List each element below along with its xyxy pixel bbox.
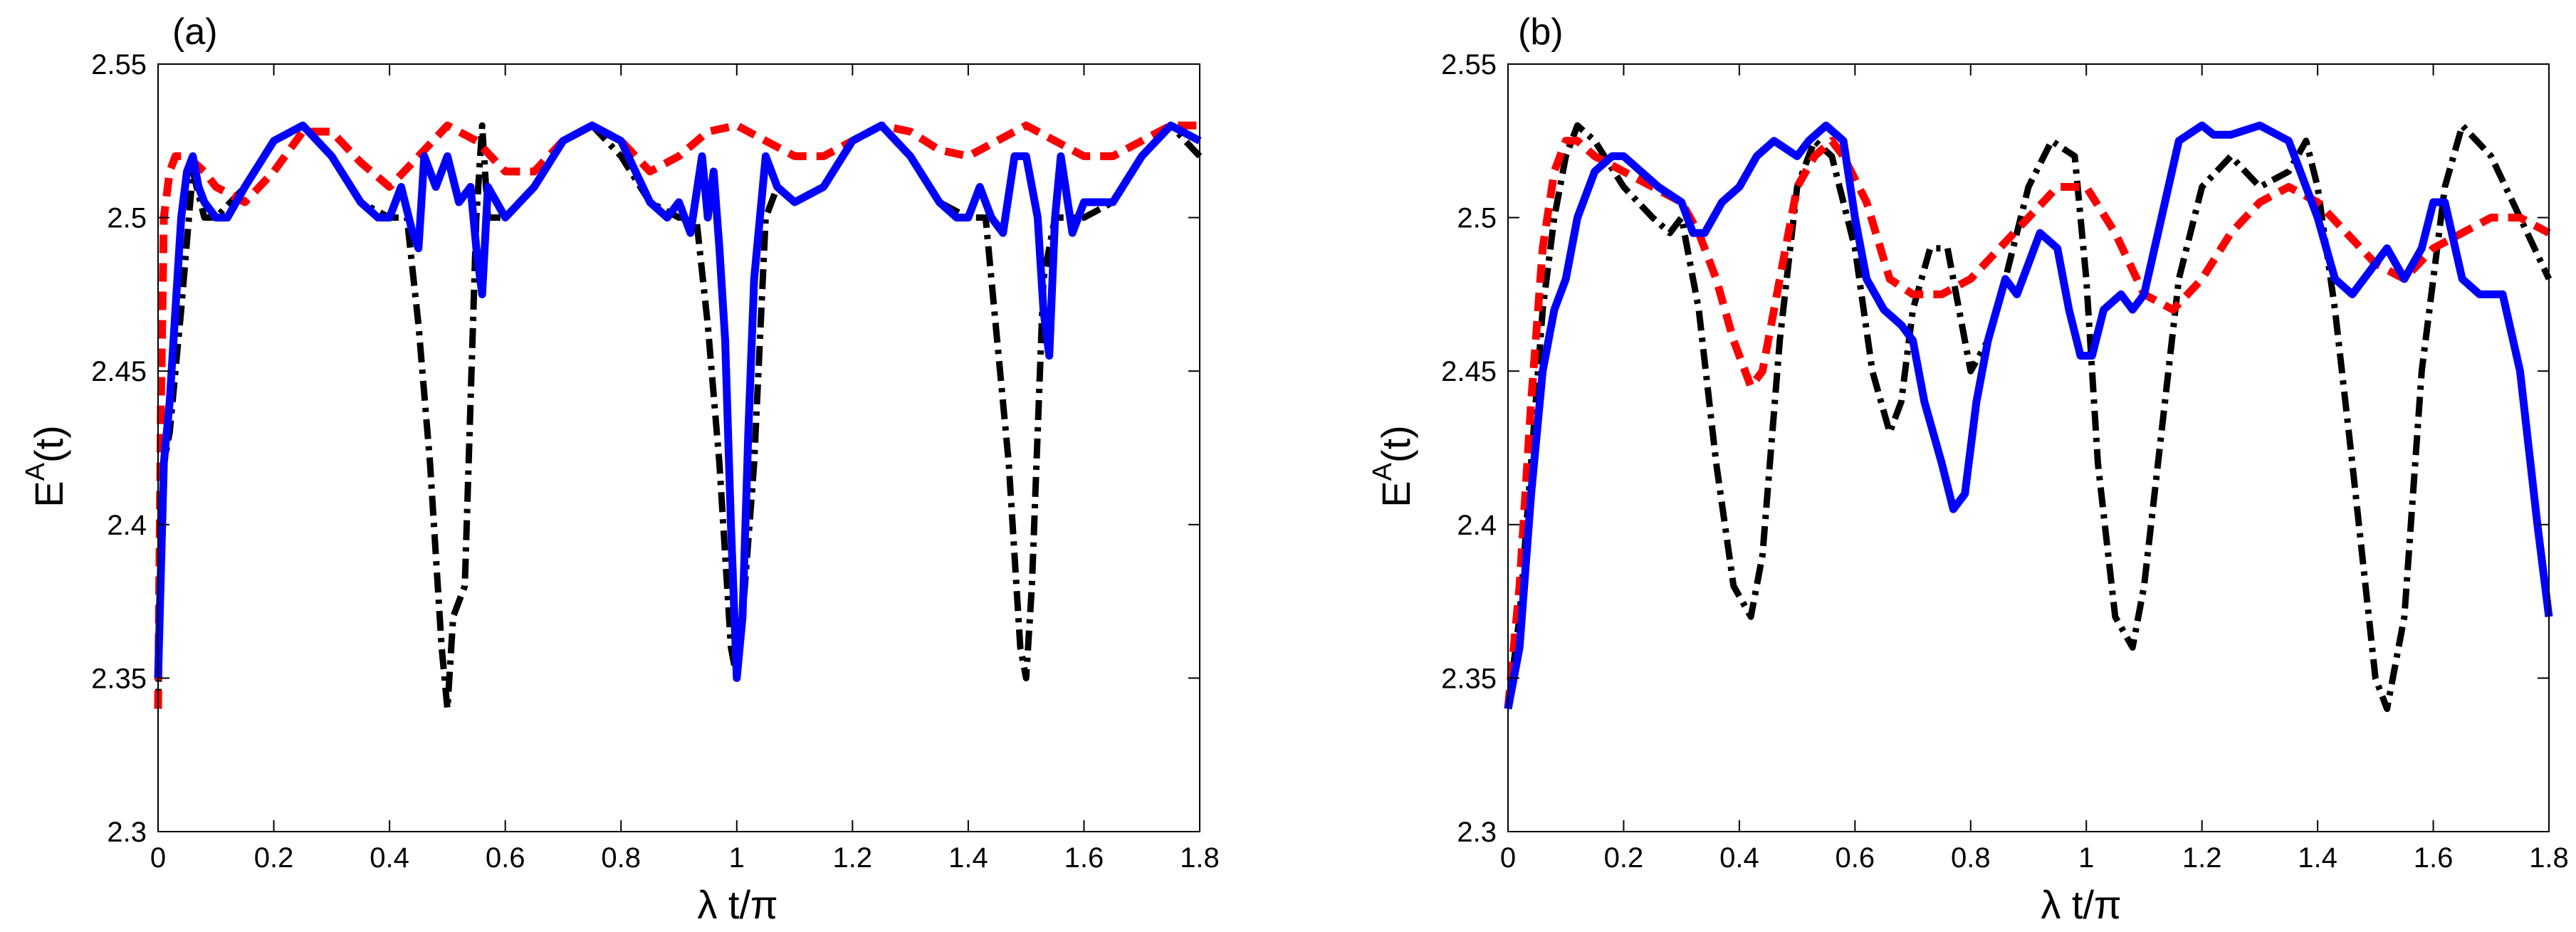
panel-a-xlabel: λ t/π (697, 882, 777, 927)
panel-b: (b) λ t/π EA(t) 0 0.2 0.4 0.6 0.8 1 1.2 1.4 1.6 1… (1368, 11, 2569, 927)
panel-b-xtick-label: 1.8 (2529, 842, 2569, 874)
panel-a-ylabel: EA(t) (21, 425, 71, 508)
panel-b-ylabel-main: E (1373, 481, 1418, 507)
panel-b-ytick-label: 2.5 (1457, 203, 1497, 234)
panel-b-xtick-label: 1.4 (2298, 842, 2337, 874)
panel-a-xtick-label: 1 (729, 842, 745, 874)
svg-text:EA(t): EA(t) (1368, 425, 1418, 508)
panel-b-xtick-label: 1 (2078, 842, 2094, 874)
panel-a-label: (a) (172, 11, 218, 53)
panel-a-xtick-label: 1.8 (1180, 842, 1220, 874)
panel-a-ytick-label: 2.55 (91, 49, 147, 80)
svg-text:EA(t): EA(t) (21, 425, 71, 508)
panel-b-ylabel-arg: (t) (1373, 425, 1418, 463)
panel-b-xlabel: λ t/π (2041, 882, 2121, 927)
panel-a-ylabel-arg: (t) (26, 425, 71, 463)
panel-a-plot-area: 0 0.2 0.4 0.6 0.8 1 1.2 1.4 1.6 1.8 2.3 2.35 2.4 2.45… (91, 49, 1220, 874)
panel-a-ylabel-main: E (26, 481, 71, 507)
panel-a-series-solid (154, 121, 1202, 682)
panel-b-ylabel: EA(t) (1368, 425, 1418, 508)
panel-a-ytick-label: 2.5 (107, 203, 147, 234)
panel-a-ytick-label: 2.4 (107, 510, 147, 541)
panel-a-xtick-label: 0.4 (370, 842, 409, 874)
panel-a: (a) λ t/π EA(t) 0 0.2 0.4 0.6 0.8 1 1.2 1.4 1.6 1… (21, 11, 1220, 927)
panel-b-axes-frame (1507, 63, 2550, 832)
panel-a-xtick-label: 0 (150, 842, 166, 874)
panel-a-axes-frame (157, 63, 1200, 832)
panel-b-ytick-label: 2.55 (1441, 49, 1497, 80)
panel-b-ytick-label: 2.45 (1441, 356, 1497, 387)
panel-b-xtick-label: 0.2 (1604, 842, 1644, 874)
panel-b-series-dash-dot (1504, 122, 2553, 712)
panel-b-xtick-label: 0.4 (1719, 842, 1759, 874)
panel-b-xtick-label: 0.8 (1951, 842, 1991, 874)
panel-a-ytick-label: 2.35 (91, 663, 147, 694)
panel-a-ylabel-sup: A (21, 462, 51, 481)
panel-b-label: (b) (1518, 11, 1564, 53)
panel-b-ytick-label: 2.4 (1457, 510, 1497, 541)
panel-a-xtick-label: 1.6 (1064, 842, 1104, 874)
panel-b-ytick-label: 2.35 (1441, 663, 1497, 694)
panel-a-ytick-label: 2.45 (91, 356, 147, 387)
panel-b-xtick-label: 1.6 (2414, 842, 2454, 874)
panel-b-plot-area: 0 0.2 0.4 0.6 0.8 1 1.2 1.4 1.6 1.8 2.3 2.35 2.4 2.45… (1441, 49, 2569, 874)
panel-b-series-dashed (1504, 137, 2551, 710)
panel-a-xtick-label: 0.2 (254, 842, 294, 874)
panel-a-xtick-label: 1.4 (948, 842, 988, 874)
panel-b-xtick-label: 0.6 (1836, 842, 1875, 874)
panel-b-ytick-label: 2.3 (1457, 817, 1497, 848)
panel-b-ylabel-sup: A (1368, 462, 1398, 481)
panel-b-xtick-label: 0 (1500, 842, 1516, 874)
panel-b-xtick-label: 1.2 (2182, 842, 2222, 874)
panel-a-ytick-label: 2.3 (107, 817, 147, 848)
panel-a-xtick-label: 1.2 (833, 842, 873, 874)
panel-b-series-solid (1504, 121, 2553, 710)
panel-a-xtick-label: 0.6 (486, 842, 525, 874)
panel-a-xtick-label: 0.8 (601, 842, 641, 874)
